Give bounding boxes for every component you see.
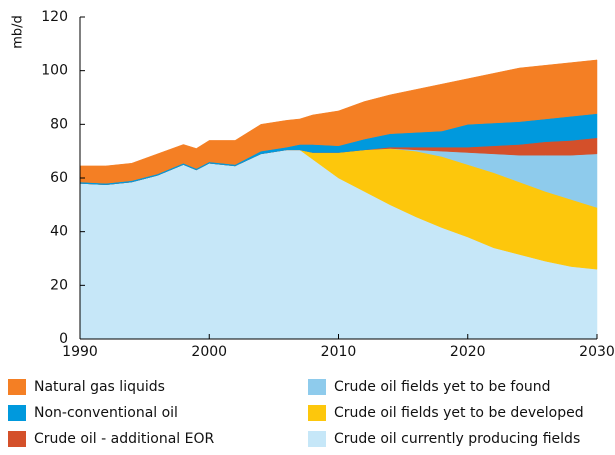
legend-swatch	[308, 431, 326, 447]
x-tick-label: 1990	[62, 344, 98, 360]
legend-swatch	[308, 405, 326, 421]
legend-swatch	[308, 379, 326, 395]
legend-label: Crude oil fields yet to be found	[334, 379, 551, 395]
legend-swatch	[8, 405, 26, 421]
legend-swatch	[8, 379, 26, 395]
legend-label: Non-conventional oil	[34, 405, 178, 421]
y-tick-label: 120	[41, 9, 68, 25]
y-tick-label: 40	[50, 224, 68, 240]
y-tick-label: 80	[50, 116, 68, 132]
x-tick-label: 2030	[579, 344, 615, 360]
area	[79, 59, 598, 184]
y-tick-label: 100	[41, 63, 68, 79]
y-tick-label: 60	[50, 170, 68, 186]
y-axis-label: mb/d	[11, 15, 26, 49]
legend-label: Crude oil fields yet to be developed	[334, 405, 584, 421]
x-tick-label: 2020	[450, 344, 486, 360]
y-tick-label: 20	[50, 277, 68, 293]
x-tick-label: 2010	[321, 344, 357, 360]
y-tick-label: 0	[59, 331, 68, 347]
legend-swatch	[8, 431, 26, 447]
legend-label: Crude oil - additional EOR	[34, 431, 214, 447]
legend-label: Natural gas liquids	[34, 379, 165, 395]
legend-label: Crude oil currently producing fields	[334, 431, 580, 447]
x-tick-label: 2000	[191, 344, 227, 360]
